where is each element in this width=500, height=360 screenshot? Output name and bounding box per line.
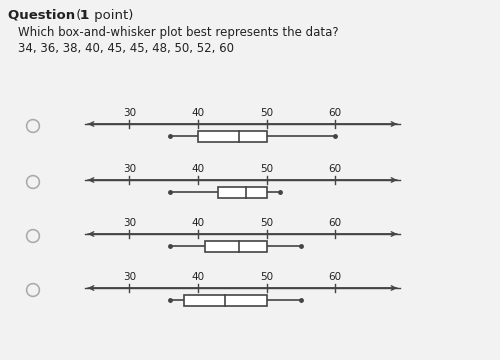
Text: Question 1: Question 1 — [8, 9, 89, 22]
Text: 40: 40 — [192, 164, 204, 174]
Bar — [218, 186, 266, 198]
Text: 40: 40 — [192, 272, 204, 282]
Text: (1 point): (1 point) — [72, 9, 134, 22]
Circle shape — [28, 284, 38, 296]
Text: 50: 50 — [260, 164, 273, 174]
Bar — [184, 294, 266, 306]
Bar — [205, 240, 266, 252]
Circle shape — [26, 120, 40, 132]
Text: 30: 30 — [122, 218, 136, 228]
Text: 40: 40 — [192, 218, 204, 228]
Text: Which box-and-whisker plot best represents the data?: Which box-and-whisker plot best represen… — [18, 26, 338, 39]
Bar — [198, 130, 266, 141]
Text: 50: 50 — [260, 108, 273, 118]
Text: 34, 36, 38, 40, 45, 45, 48, 50, 52, 60: 34, 36, 38, 40, 45, 45, 48, 50, 52, 60 — [18, 42, 234, 55]
Circle shape — [28, 121, 38, 131]
Text: 30: 30 — [122, 108, 136, 118]
Text: 60: 60 — [328, 272, 342, 282]
Circle shape — [26, 230, 40, 243]
Text: 60: 60 — [328, 164, 342, 174]
Circle shape — [28, 230, 38, 242]
Text: 60: 60 — [328, 108, 342, 118]
Text: 30: 30 — [122, 272, 136, 282]
Text: 50: 50 — [260, 218, 273, 228]
Text: 30: 30 — [122, 164, 136, 174]
Text: 60: 60 — [328, 218, 342, 228]
Circle shape — [26, 284, 40, 297]
Circle shape — [26, 175, 40, 189]
Circle shape — [28, 176, 38, 188]
Text: 40: 40 — [192, 108, 204, 118]
Text: 50: 50 — [260, 272, 273, 282]
